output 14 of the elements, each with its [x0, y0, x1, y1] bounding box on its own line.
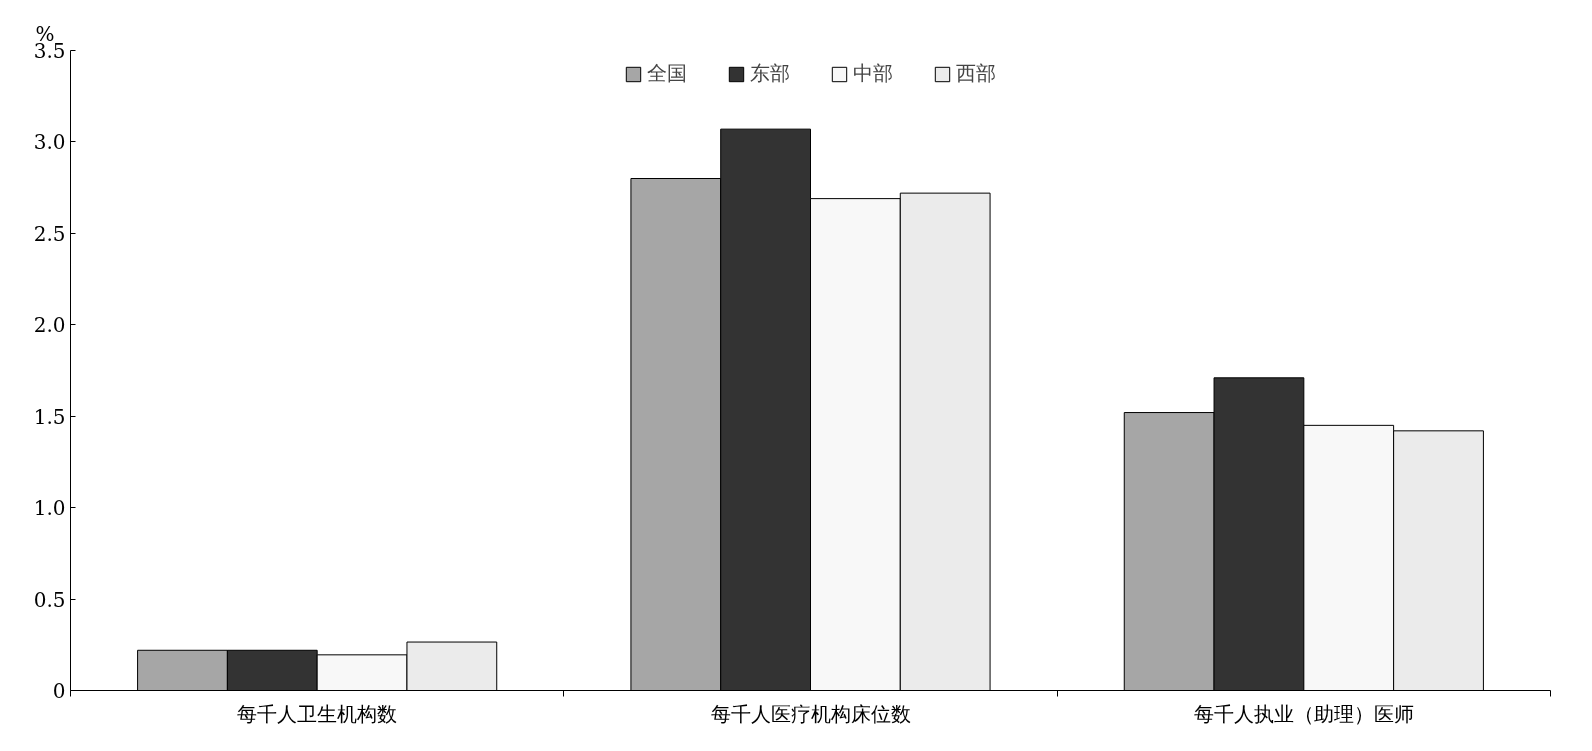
y-tick-label: 2.5 [33, 221, 66, 246]
legend-label: 中部 [853, 60, 893, 87]
x-tick-label: 每千人卫生机构数 [237, 701, 398, 726]
x-tick-label: 每千人执业（助理）医师 [1193, 701, 1414, 726]
y-tick-label: 0 [52, 679, 66, 703]
y-tick-label: 0.5 [33, 587, 66, 612]
y-tick-label: 2.0 [33, 313, 66, 338]
y-tick-label: 3.0 [33, 130, 66, 155]
legend-label: 西部 [956, 60, 996, 87]
x-tick-label: 每千人医疗机构床位数 [710, 701, 911, 726]
y-tick-label: 1.0 [33, 496, 66, 521]
legend-label: 东部 [750, 60, 790, 87]
legend-label: 全国 [647, 60, 687, 87]
y-tick-label: 1.5 [33, 404, 66, 429]
